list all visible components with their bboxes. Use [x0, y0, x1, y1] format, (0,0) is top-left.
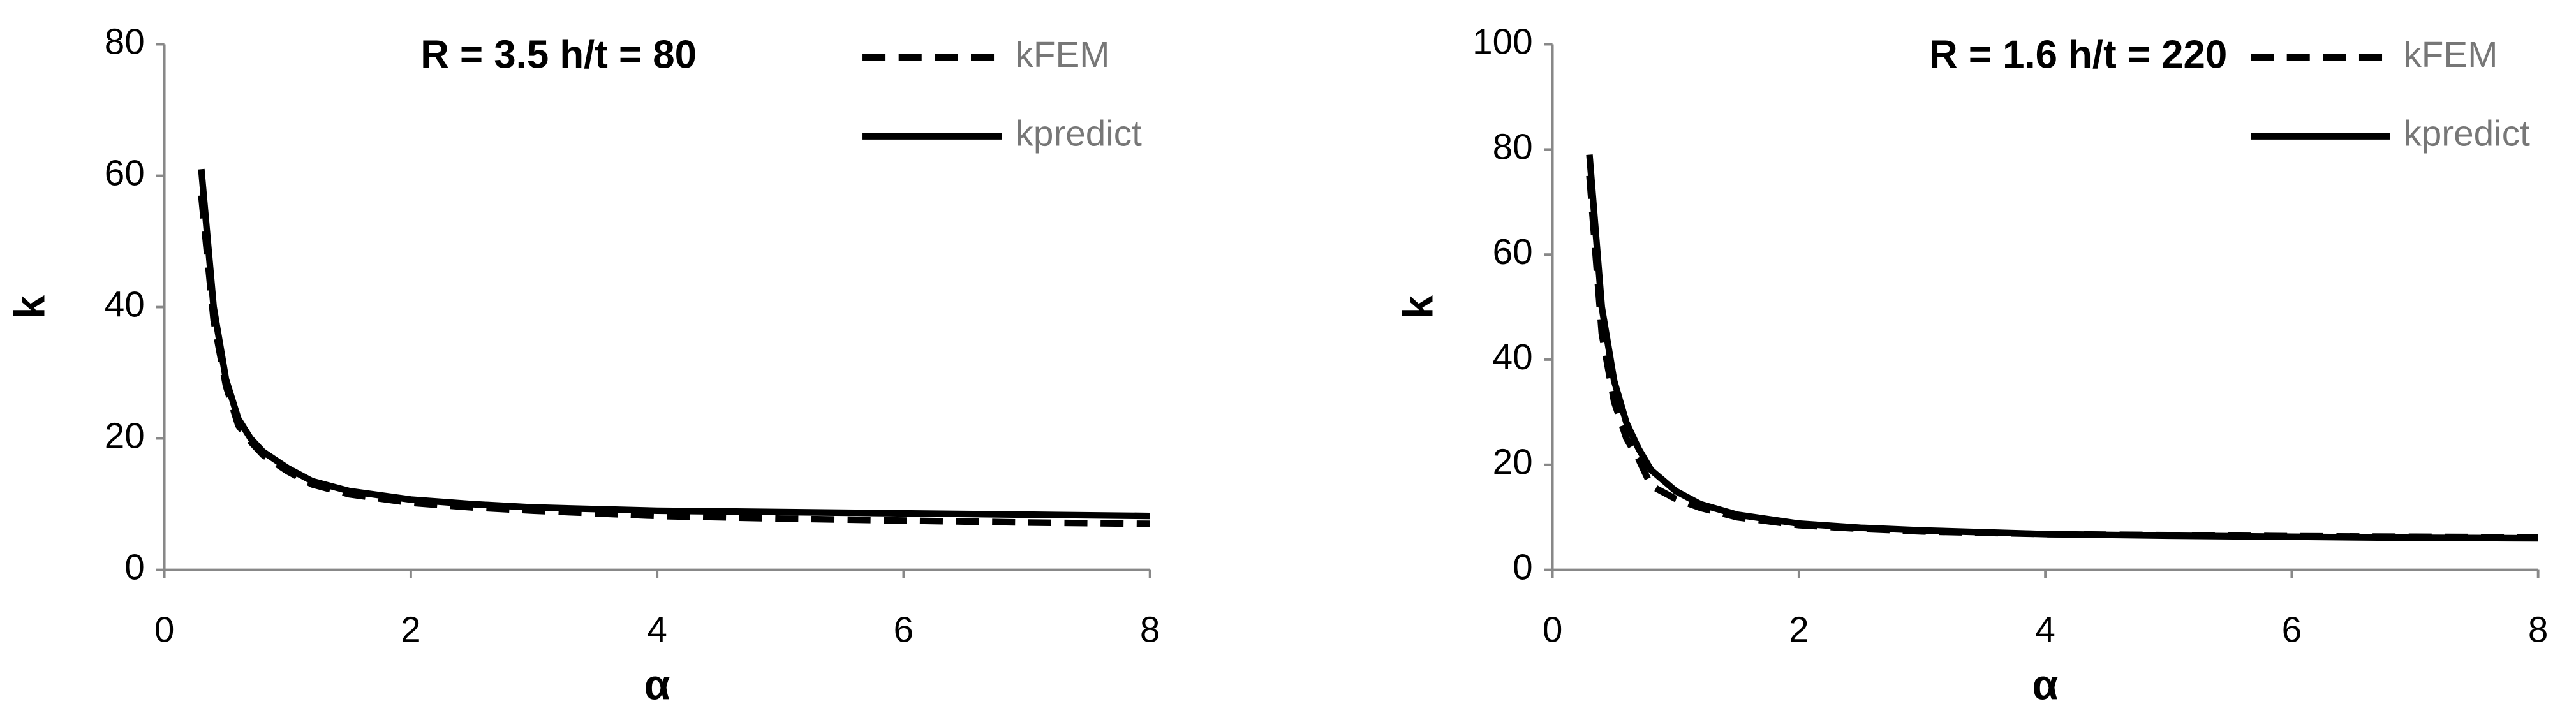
x-tick-label: 2: [401, 610, 421, 650]
y-axis-label: k: [6, 295, 54, 319]
chart-title: R = 1.6 h/t = 220: [1929, 33, 2227, 77]
y-tick-label: 100: [1472, 22, 1533, 62]
legend-label: kpredict: [2403, 114, 2530, 154]
x-tick-label: 4: [647, 610, 667, 650]
y-tick-label: 80: [105, 22, 145, 62]
chart-title: R = 3.5 h/t = 80: [420, 33, 697, 77]
y-tick-label: 60: [1493, 232, 1533, 272]
legend-label: kFEM: [2403, 35, 2498, 75]
x-tick-label: 4: [2035, 610, 2055, 650]
series-line: [1586, 175, 2538, 541]
y-tick-label: 0: [1513, 548, 1533, 588]
y-tick-label: 60: [105, 154, 145, 194]
series-line: [1586, 154, 2538, 542]
y-tick-label: 20: [1493, 443, 1533, 483]
x-tick-label: 2: [1789, 610, 1809, 650]
series-line: [198, 195, 1150, 527]
legend-label: kFEM: [1016, 35, 1110, 75]
x-tick-label: 0: [1543, 610, 1563, 650]
y-tick-label: 0: [124, 548, 145, 588]
x-axis-label: α: [644, 661, 670, 709]
y-tick-label: 80: [1493, 127, 1533, 167]
x-tick-label: 6: [2282, 610, 2302, 650]
y-tick-label: 40: [105, 285, 145, 325]
x-tick-label: 8: [2528, 610, 2549, 650]
x-tick-label: 0: [154, 610, 175, 650]
legend-label: kpredict: [1016, 114, 1143, 154]
y-axis-label: k: [1394, 295, 1442, 319]
y-tick-label: 40: [1493, 337, 1533, 378]
series-line: [198, 168, 1150, 520]
y-tick-label: 20: [105, 416, 145, 457]
x-axis-label: α: [2032, 661, 2059, 709]
x-tick-label: 6: [894, 610, 914, 650]
x-tick-label: 8: [1140, 610, 1160, 650]
